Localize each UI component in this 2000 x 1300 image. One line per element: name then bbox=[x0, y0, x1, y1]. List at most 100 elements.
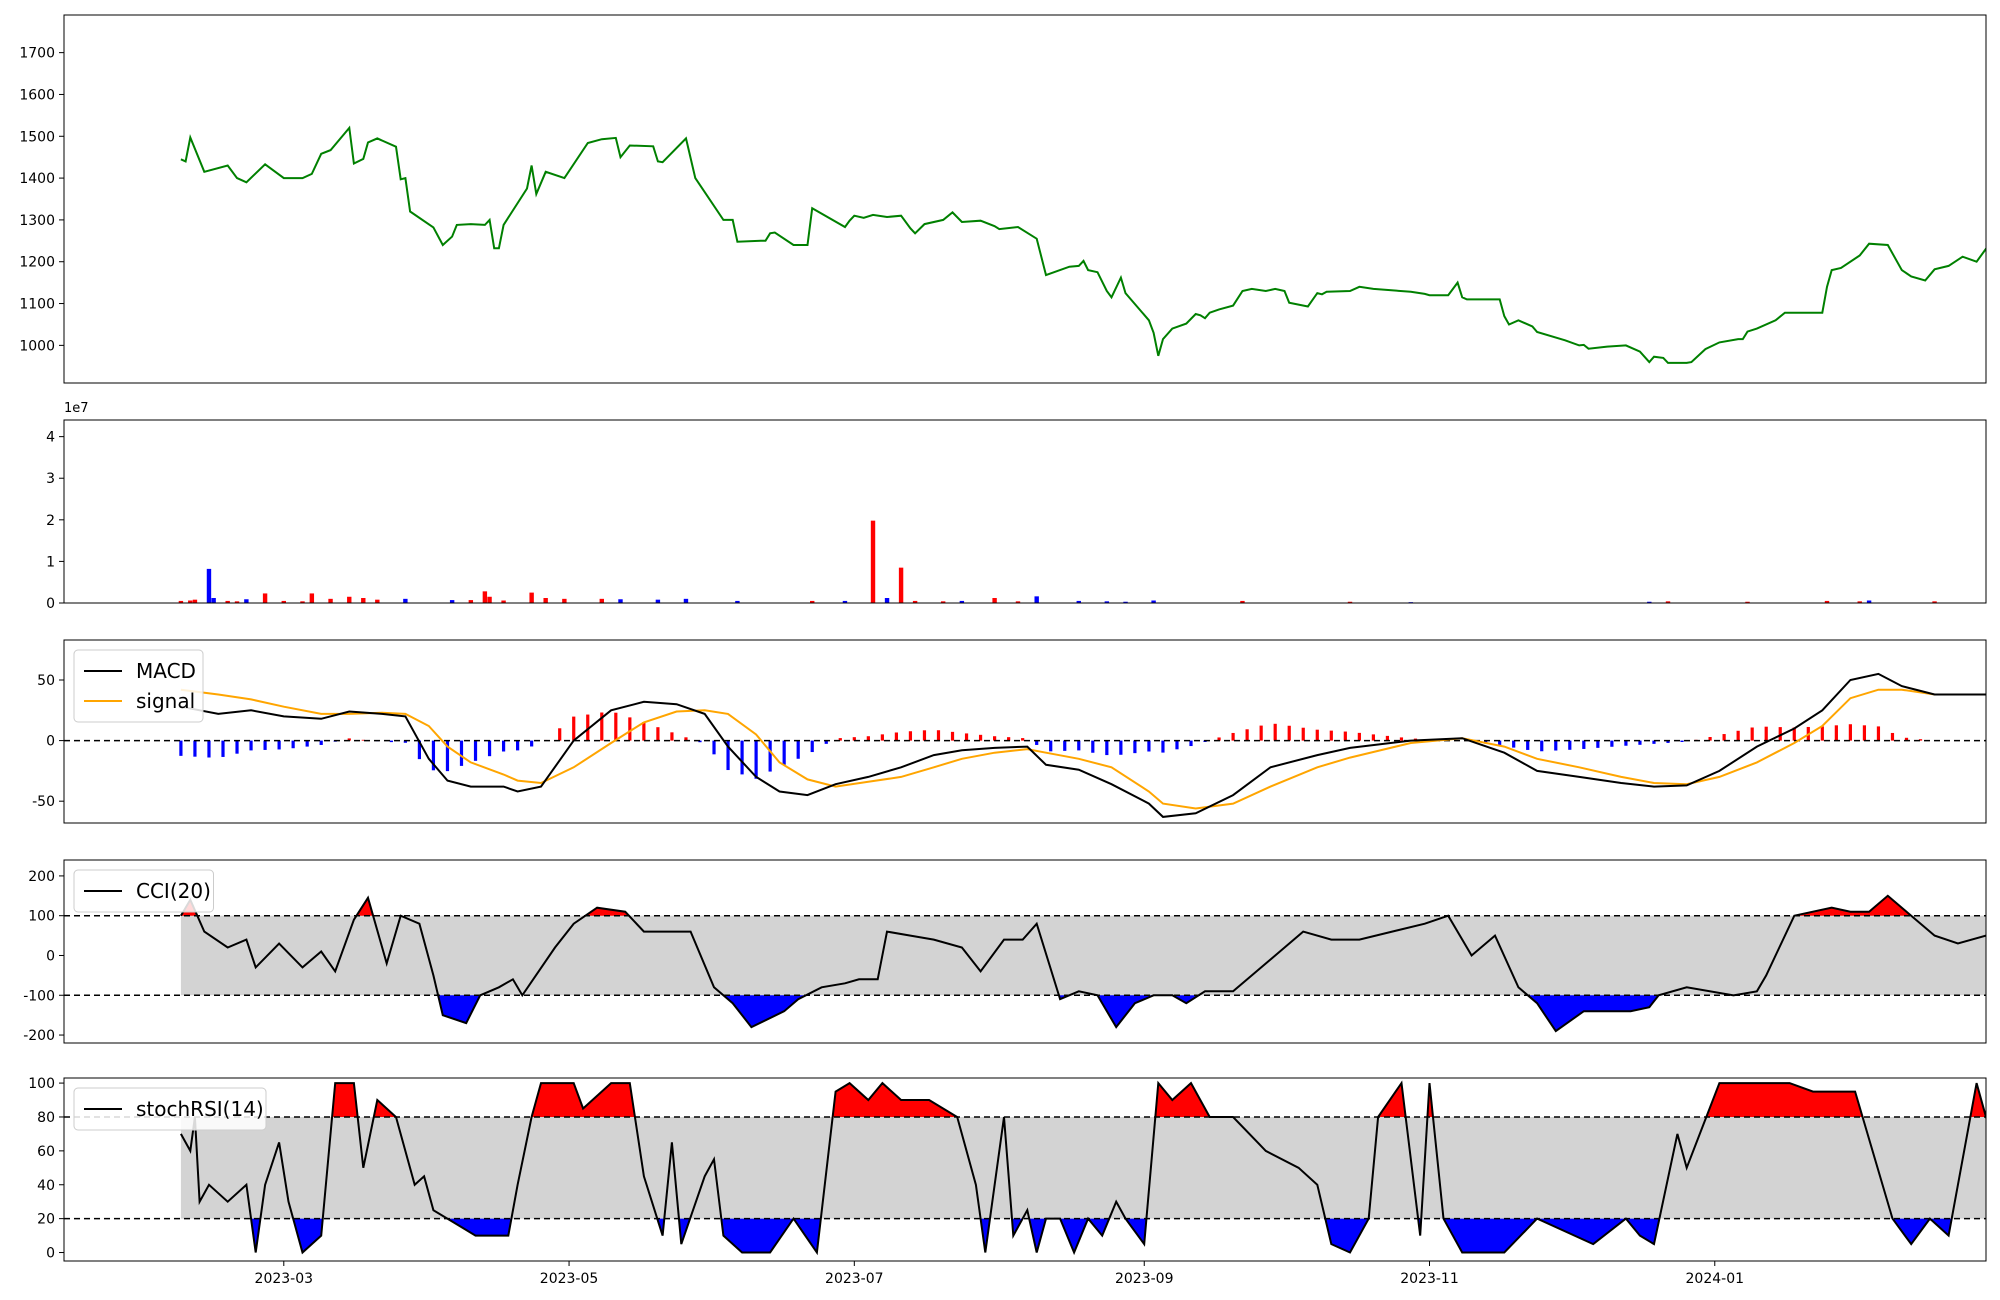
macd-histogram-bar bbox=[1848, 724, 1852, 741]
y-tick-label: 3 bbox=[46, 471, 55, 487]
y-tick-label: 0 bbox=[46, 596, 55, 612]
macd-histogram-bar bbox=[1133, 740, 1137, 754]
legend-label: stochRSI(14) bbox=[136, 1097, 264, 1121]
macd-histogram-bar bbox=[1736, 730, 1740, 741]
macd-histogram-bar bbox=[1764, 726, 1768, 741]
plot-body bbox=[64, 672, 1986, 818]
volume-bar bbox=[328, 598, 333, 603]
macd-histogram-bar bbox=[1119, 740, 1123, 755]
macd-histogram-bar bbox=[1343, 731, 1347, 741]
overbought-fill bbox=[585, 907, 629, 916]
panel-macd: MACD signal -50 0 50 bbox=[32, 639, 1987, 824]
volume-bar bbox=[1647, 601, 1652, 603]
macd-histogram-bar bbox=[824, 740, 828, 744]
macd-histogram-bar bbox=[319, 740, 323, 745]
volume-bar bbox=[683, 598, 689, 603]
macd-histogram-bar bbox=[249, 740, 253, 751]
volume-bar bbox=[1857, 601, 1862, 603]
legend-label: CCI(20) bbox=[136, 879, 211, 903]
macd-histogram-bar bbox=[1175, 740, 1179, 750]
y-tick-label: -50 bbox=[32, 794, 55, 810]
y-tick-label: 20 bbox=[37, 1212, 55, 1228]
y-tick-label: 60 bbox=[37, 1144, 55, 1160]
macd-histogram-bar bbox=[1147, 740, 1151, 752]
volume-bar bbox=[1123, 601, 1128, 603]
macd-histogram-bar bbox=[235, 740, 239, 754]
volume-bar bbox=[211, 598, 216, 603]
volume-bar bbox=[884, 598, 890, 603]
y-tick-label: 2 bbox=[46, 513, 55, 529]
macd-histogram-bar bbox=[361, 739, 365, 741]
volume-bar bbox=[959, 600, 965, 603]
macd-histogram-bar bbox=[908, 731, 913, 741]
macd-histogram-bar bbox=[894, 732, 898, 741]
y-tick-label: 80 bbox=[37, 1110, 55, 1126]
y-tick-label: -200 bbox=[23, 1028, 55, 1044]
y-tick-label: 40 bbox=[37, 1178, 55, 1194]
volume-bar bbox=[1034, 596, 1039, 603]
plot-frame bbox=[63, 419, 1987, 604]
macd-histogram-bar bbox=[1385, 735, 1390, 741]
macd-histogram-bar bbox=[431, 740, 436, 771]
macd-histogram-bar bbox=[600, 712, 604, 741]
plot-area bbox=[64, 15, 1986, 383]
macd-histogram-bar bbox=[1750, 727, 1754, 741]
macd-histogram-bar bbox=[684, 737, 688, 741]
panel-stochrsi: stochRSI(14) 0 20 40 60 80 100 bbox=[28, 1076, 1987, 1262]
y-tick-label: 0 bbox=[46, 734, 55, 750]
overbought-fill bbox=[332, 1083, 358, 1117]
volume-bar bbox=[529, 592, 534, 603]
macd-histogram-bar bbox=[530, 740, 534, 747]
oversold-fill bbox=[1527, 995, 1659, 1032]
volume-bar bbox=[842, 600, 848, 603]
volume-bar bbox=[234, 601, 240, 603]
macd-histogram-bar bbox=[1778, 727, 1782, 741]
volume-bar bbox=[487, 596, 492, 603]
macd-histogram-bar bbox=[642, 722, 646, 741]
y-tick-label: 1100 bbox=[19, 297, 55, 313]
volume-bar bbox=[1151, 600, 1156, 603]
y-tick-label: 100 bbox=[28, 1076, 55, 1092]
volume-bar bbox=[898, 567, 904, 603]
macd-histogram-bar bbox=[459, 740, 464, 766]
overbought-fill bbox=[832, 1083, 958, 1117]
macd-histogram-bar bbox=[978, 734, 983, 741]
y-tick-label: 200 bbox=[28, 869, 55, 885]
macd-histogram-bar bbox=[656, 727, 660, 741]
macd-histogram-bar bbox=[1035, 740, 1039, 745]
macd-histogram-bar bbox=[1189, 740, 1193, 747]
volume-bar bbox=[361, 598, 366, 603]
volume-bar bbox=[543, 598, 548, 603]
volume-bar bbox=[1076, 600, 1081, 603]
volume-bar bbox=[188, 600, 193, 603]
volume-bar bbox=[262, 593, 268, 603]
volume-bar bbox=[1866, 600, 1872, 603]
macd-histogram-bar bbox=[403, 740, 407, 743]
macd-histogram-bar bbox=[572, 716, 576, 741]
volume-bar bbox=[1104, 601, 1110, 603]
macd-histogram-bar bbox=[810, 740, 814, 753]
macd-histogram-bar bbox=[347, 738, 351, 741]
macd-histogram-bar bbox=[1554, 740, 1558, 751]
volume-bar bbox=[992, 598, 997, 603]
volume-bar bbox=[912, 600, 918, 603]
volume-bar bbox=[1240, 600, 1245, 603]
macd-histogram-bar bbox=[1680, 740, 1684, 742]
macd-histogram-bar bbox=[1063, 740, 1067, 751]
macd-histogram-bar bbox=[712, 740, 716, 755]
oversold-fill bbox=[980, 1218, 990, 1253]
macd-histogram-bar bbox=[1049, 740, 1053, 752]
volume-bar bbox=[735, 600, 740, 603]
legend: CCI(20) bbox=[73, 869, 214, 913]
macd-histogram-bar bbox=[1890, 732, 1895, 741]
macd-histogram-bar bbox=[1091, 740, 1095, 753]
legend-label: signal bbox=[136, 689, 195, 713]
macd-histogram-bar bbox=[1638, 740, 1642, 745]
plot-body bbox=[180, 125, 1986, 364]
legend-frame bbox=[73, 1087, 267, 1131]
macd-histogram-bar bbox=[1357, 732, 1361, 741]
price-line bbox=[180, 125, 1986, 364]
macd-histogram-bar bbox=[1862, 725, 1867, 741]
macd-histogram-bar bbox=[473, 740, 478, 761]
overbought-fill bbox=[1706, 1083, 1863, 1117]
